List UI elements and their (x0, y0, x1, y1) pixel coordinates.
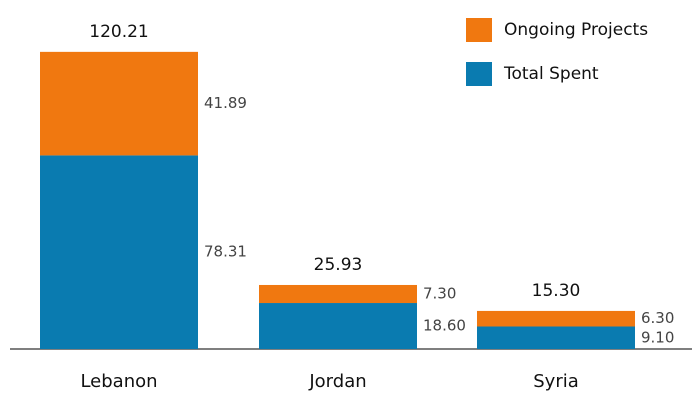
segment-label: 9.10 (641, 328, 674, 346)
legend-swatch (466, 18, 492, 42)
bar-segment (259, 303, 417, 349)
legend-label: Ongoing Projects (504, 20, 648, 40)
bar-segment (40, 51, 198, 156)
x-tick-label: Lebanon (80, 371, 157, 392)
total-label: 120.21 (89, 22, 148, 42)
segment-label: 18.60 (423, 317, 466, 335)
segment-label: 6.30 (641, 309, 674, 327)
total-label: 25.93 (314, 255, 363, 275)
legend-label: Total Spent (503, 64, 599, 84)
segment-label: 7.30 (423, 284, 456, 302)
legend-swatch (466, 62, 492, 86)
x-tick-label: Syria (533, 371, 579, 392)
total-label: 15.30 (532, 281, 581, 301)
bar-segment (40, 155, 198, 349)
x-tick-label: Jordan (308, 371, 366, 392)
segment-label: 41.89 (204, 94, 247, 112)
bar-segment (477, 310, 635, 327)
bar-segment (259, 284, 417, 304)
bar-segment (477, 326, 635, 349)
segment-label: 78.31 (204, 243, 247, 261)
